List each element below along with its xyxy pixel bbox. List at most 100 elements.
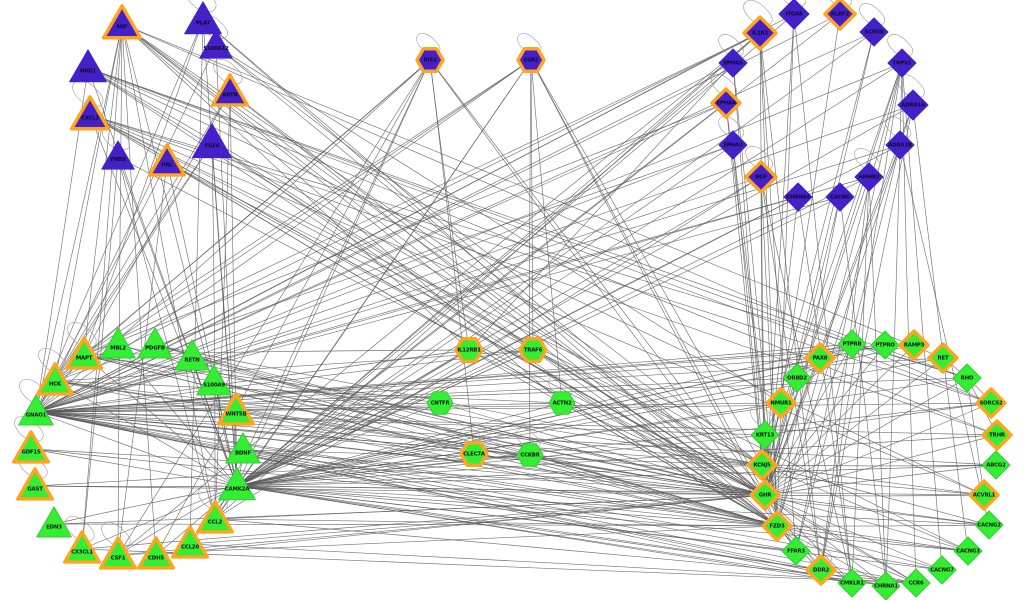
graph-node[interactable] [837,329,867,359]
graph-node[interactable] [742,15,778,51]
graph-node[interactable] [548,391,576,415]
graph-node[interactable] [898,329,930,361]
graph-node[interactable] [426,391,454,415]
graph-node[interactable] [750,420,780,450]
graph-edge [468,349,766,496]
graph-node[interactable] [710,87,742,119]
graph-node[interactable] [975,387,1007,419]
graph-node[interactable] [516,443,544,467]
graph-self-loop [750,406,777,429]
graph-edge [236,485,969,552]
graph-edge [473,453,766,496]
graph-node[interactable] [746,449,778,481]
graph-node[interactable] [761,510,793,542]
graph-node[interactable] [459,441,489,467]
graph-node[interactable] [18,394,54,426]
graph-node[interactable] [854,162,884,192]
graph-edge [189,19,204,545]
graph-edge [236,402,441,487]
graph-edge [35,343,853,413]
graph-node[interactable] [981,419,1013,451]
graph-node[interactable] [171,525,209,559]
graph-node[interactable] [217,392,255,426]
graph-node[interactable] [225,432,261,464]
graph-node[interactable] [199,29,233,59]
graph-node[interactable] [927,555,957,585]
graph-edge [236,31,875,487]
graph-node[interactable] [454,337,484,363]
graph-node[interactable] [192,123,232,159]
graph-node[interactable] [174,339,210,371]
graph-edge [439,402,766,496]
graph-node[interactable] [137,327,173,359]
graph-self-loop [101,522,131,548]
graph-edge [53,523,778,527]
graph-edge [761,464,997,467]
graph-node[interactable] [901,568,931,598]
graph-edge [35,411,969,552]
graph-node[interactable] [36,506,72,538]
graph-node[interactable] [968,479,1000,511]
graph-node[interactable] [211,73,249,107]
graph-node[interactable] [12,430,50,464]
graph-edge [191,356,766,496]
graph-node[interactable] [415,47,445,73]
graph-edge [30,448,778,527]
graph-edge [35,357,821,413]
graph-edge [236,343,853,487]
graph-node[interactable] [825,182,855,212]
graph-node[interactable] [63,530,101,564]
graph-node[interactable] [218,467,256,501]
graph-node[interactable] [952,363,982,393]
graph-node[interactable] [36,362,74,396]
graph-node[interactable] [65,336,103,370]
graph-node[interactable] [837,568,867,598]
graph-node[interactable] [974,510,1004,540]
graph-node[interactable] [859,17,889,47]
graph-node[interactable] [99,536,137,570]
graph-edge [121,23,157,556]
graph-node[interactable] [137,536,175,570]
graph-node[interactable] [516,47,546,73]
graph-edge [764,357,944,496]
graph-node[interactable] [16,467,54,501]
graph-node[interactable] [953,536,983,566]
graph-edge [35,411,985,496]
graph-node[interactable] [518,337,548,363]
graph-node[interactable] [196,500,234,534]
graph-node[interactable] [69,95,111,131]
graph-edge [764,402,992,436]
graph-node[interactable] [927,342,959,374]
graph-edge [35,196,799,413]
graph-edge [211,142,238,487]
graph-node[interactable] [718,130,748,160]
graph-node[interactable] [101,140,135,170]
graph-node[interactable] [765,387,797,419]
graph-node[interactable] [744,160,778,194]
graph-node[interactable] [100,327,136,359]
graph-node[interactable] [885,130,915,160]
graph-self-loop [854,148,881,171]
graph-node[interactable] [718,48,748,78]
graph-node[interactable] [778,0,810,30]
graph-edge [229,91,766,496]
graph-node[interactable] [871,571,901,600]
graph-node[interactable] [781,536,811,566]
graph-node[interactable] [981,450,1011,480]
graph-node[interactable] [69,49,107,83]
graph-edge [35,377,798,413]
graph-node[interactable] [887,48,917,78]
graph-node[interactable] [749,479,781,511]
graph-node[interactable] [184,1,222,35]
graph-node[interactable] [805,554,837,586]
graph-node[interactable] [782,363,812,393]
graph-edge [764,344,886,496]
graph-node[interactable] [196,364,232,396]
graph-node[interactable] [148,143,186,177]
graph-node[interactable] [897,89,929,121]
graph-node[interactable] [101,4,143,40]
graph-node[interactable] [870,330,900,360]
graph-node[interactable] [804,342,836,374]
graph-node[interactable] [823,0,857,31]
graph-node[interactable] [783,182,813,212]
